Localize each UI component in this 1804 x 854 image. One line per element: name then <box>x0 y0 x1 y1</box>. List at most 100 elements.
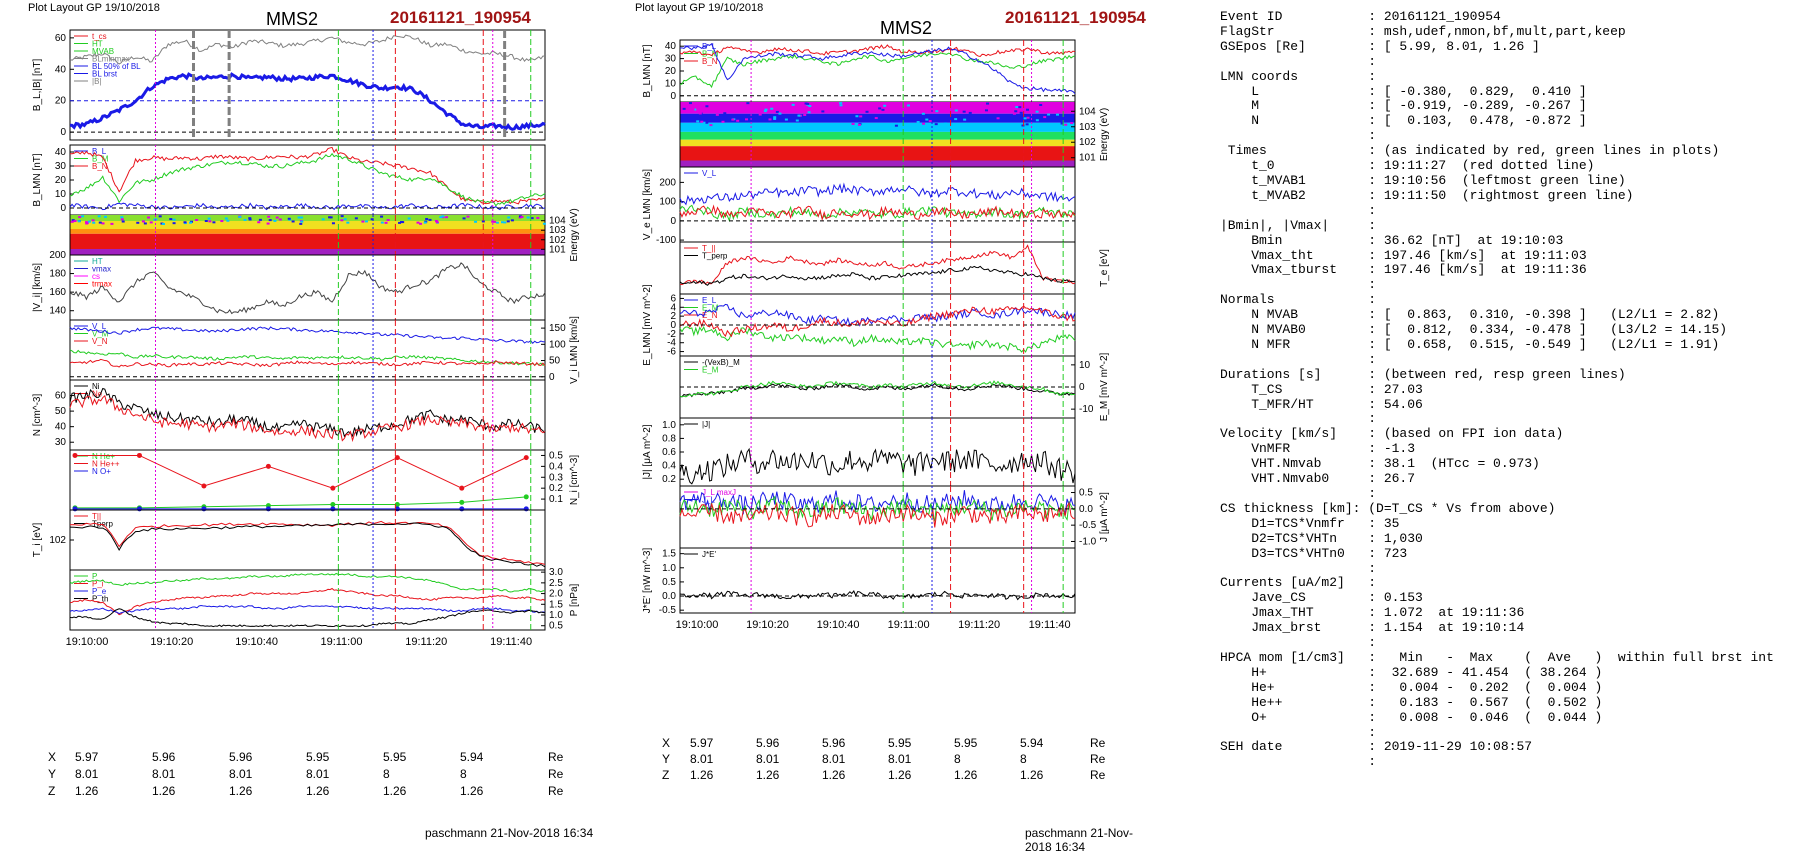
heatmap-speckle <box>87 220 91 223</box>
info-line: t_MVAB2 : 19:11:50 (rightmost green line… <box>1220 187 1634 203</box>
position-value: 1.26 <box>822 768 846 782</box>
series-line <box>679 204 1076 223</box>
y-axis-label: N_i [cm^-3] <box>569 455 580 505</box>
legend-entry: B_L <box>702 42 717 51</box>
y-tick-label: 100 <box>659 197 676 208</box>
heatmap-speckle <box>462 217 466 220</box>
heatmap-speckle <box>204 220 208 223</box>
heatmap-speckle <box>248 218 252 221</box>
heatmap-speckle <box>996 117 1000 120</box>
heatmap-speckle <box>407 217 411 220</box>
y-tick-label: 0 <box>60 203 66 214</box>
left-footer: paschmann 21-Nov-2018 16:34 <box>425 826 594 840</box>
heatmap-speckle <box>401 221 405 224</box>
y-axis-label: J [μA m^-2] <box>1099 492 1110 542</box>
heatmap-speckle <box>984 114 988 117</box>
y-tick-label: 0 <box>60 127 66 138</box>
heatmap-speckle <box>183 221 187 224</box>
info-line: VHT.Nmvab : 38.1 (HTcc = 0.973) <box>1220 456 1540 472</box>
heatmap-speckle <box>493 220 497 223</box>
heatmap-speckle <box>894 124 898 127</box>
time-tick-label: 19:11:20 <box>958 619 1000 631</box>
heatmap-speckle <box>297 216 301 219</box>
legend-entry: P_i <box>92 580 104 589</box>
position-value: 8.01 <box>229 767 253 781</box>
legend-entry: Ni <box>92 382 100 391</box>
position-row-label: Y <box>662 752 671 766</box>
y-axis-label: P [nPa] <box>569 583 580 616</box>
series-line <box>679 244 1076 286</box>
y-tick-label: -4 <box>667 338 676 349</box>
series-point <box>330 502 336 508</box>
y-tick-label: 30 <box>55 437 67 448</box>
y-tick-label: 0.0 <box>1079 504 1093 515</box>
heatmap-speckle <box>808 105 812 108</box>
position-value: 8 <box>954 752 961 766</box>
legend-entry: |J| <box>702 420 710 429</box>
middle-figure: Plot layout GP 19/10/2018 MMS2 20161121_… <box>630 0 1150 854</box>
heatmap-speckle <box>208 220 212 223</box>
position-value: 8.01 <box>690 752 714 766</box>
y-tick-label: 40 <box>55 147 67 158</box>
heatmap-speckle <box>795 119 799 122</box>
y-tick-label: 0 <box>549 372 555 383</box>
heatmap-speckle <box>837 103 841 106</box>
heatmap-speckle <box>81 215 85 218</box>
heatmap-speckle <box>526 216 530 219</box>
info-line: H+ : 32.689 - 41.454 ( 38.264 ) <box>1220 664 1603 680</box>
info-line: t_0 : 19:11:27 (red dotted line) <box>1220 158 1595 174</box>
heatmap-band <box>70 221 545 229</box>
legend-entry: V_L <box>702 169 717 178</box>
heatmap-speckle <box>775 110 779 113</box>
heatmap-speckle <box>120 218 124 221</box>
series-line <box>679 182 1076 206</box>
y-tick-label: 60 <box>55 33 67 44</box>
legend-entry: V_L <box>92 322 107 331</box>
legend-entry: V_M <box>92 330 109 339</box>
heatmap-speckle <box>1019 111 1023 114</box>
heatmap-speckle <box>1035 119 1039 122</box>
heatmap-speckle <box>734 124 738 127</box>
heatmap-speckle <box>340 219 344 222</box>
y-tick-label: 180 <box>49 269 66 280</box>
heatmap-speckle <box>925 118 929 121</box>
heatmap-speckle <box>878 107 882 110</box>
time-tick-label: 19:11:40 <box>1029 619 1071 631</box>
event-info-text: Event ID : 20161121_190954 FlagStr : msh,… <box>1220 9 1800 770</box>
info-line: Jave_CS : 0.153 <box>1220 590 1423 606</box>
series-line <box>69 34 546 65</box>
info-line: : <box>1220 724 1377 740</box>
legend-entry: J_L maxJ <box>702 488 736 497</box>
heatmap-speckle <box>778 112 782 115</box>
y-tick-label: 200 <box>659 177 676 188</box>
heatmap-speckle <box>97 215 101 218</box>
heatmap-speckle <box>922 122 926 125</box>
info-line: VHT.Nmvab0 : 26.7 <box>1220 471 1416 487</box>
legend-entry: BL 50% of BL <box>92 62 141 71</box>
heatmap-speckle <box>495 221 499 224</box>
series-line <box>69 587 546 616</box>
heatmap-speckle <box>700 120 704 123</box>
heatmap-speckle <box>370 218 374 221</box>
position-value: 8.01 <box>756 752 780 766</box>
position-value: 1.26 <box>152 784 176 798</box>
y-axis-label: V_e LMN [km/s] <box>642 169 653 240</box>
position-unit: Re <box>1090 768 1106 782</box>
heatmap-speckle <box>957 117 961 120</box>
heatmap-speckle <box>77 220 81 223</box>
heatmap-speckle <box>380 215 384 218</box>
heatmap-speckle <box>361 220 365 223</box>
info-line: Durations [s] : (between red, resp green… <box>1220 366 1626 382</box>
heatmap-speckle <box>1051 106 1055 109</box>
info-line: D3=TCS*VHTn0 : 723 <box>1220 545 1408 561</box>
y-axis-label: Energy (eV) <box>569 208 580 261</box>
info-line: N : [ 0.103, 0.478, -0.872 ] <box>1220 113 1587 129</box>
series-point <box>265 506 271 512</box>
panel-frame <box>679 417 1076 487</box>
heatmap-speckle <box>300 220 304 223</box>
info-line: D2=TCS*VHTn : 1,030 <box>1220 530 1423 546</box>
series-line <box>679 44 1076 57</box>
info-line: : <box>1220 202 1377 218</box>
